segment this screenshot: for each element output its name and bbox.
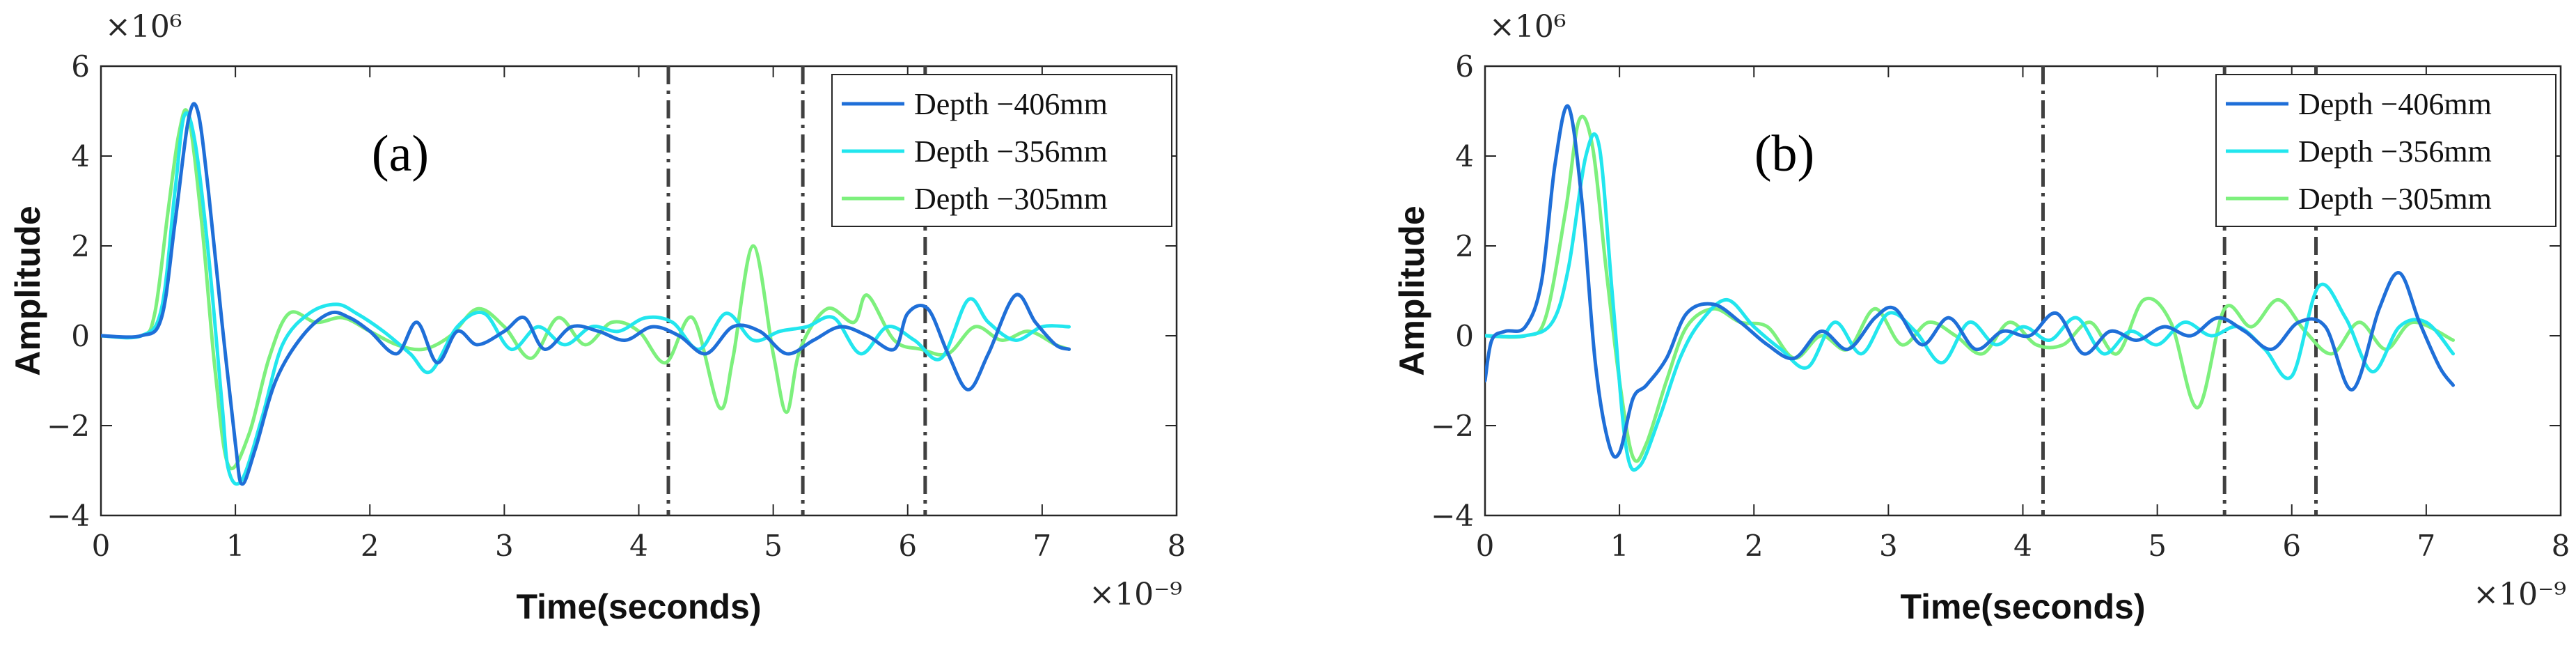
series-line: [101, 111, 1071, 486]
series-line: [101, 102, 1071, 486]
x-tick-label: 7: [1033, 529, 1052, 563]
x-tick-label: 0: [92, 529, 111, 563]
y-tick-label: 4: [71, 139, 90, 173]
x-tick-label: 4: [2013, 529, 2032, 563]
y-axis-title: Amplitude: [8, 205, 47, 375]
series-group: [1485, 104, 2455, 472]
y-tick-label: −4: [47, 499, 90, 533]
y-tick-label: 0: [71, 319, 90, 353]
y-axis-multiplier: ×10⁶: [1489, 9, 1566, 45]
legend-entry: Depth −305mm: [914, 182, 1108, 216]
series-line: [101, 108, 1071, 470]
series-line: [1485, 104, 2455, 459]
y-tick-label: −4: [1431, 499, 1474, 533]
y-tick-label: −2: [47, 409, 90, 443]
x-tick-label: 6: [2282, 529, 2301, 563]
chart-panel-a: 0 1 2 3 4 5 6 7 8 −4 −2 0 2 4 6 ×10⁶ ×10⁻⁹ Time(seconds) A…: [8, 9, 1186, 626]
x-axis-multiplier: ×10⁻⁹: [1089, 577, 1182, 612]
x-tick-label: 7: [2417, 529, 2436, 563]
x-tick-label: 3: [1879, 529, 1898, 563]
x-tick-label: 8: [2552, 529, 2570, 563]
y-tick-label: 2: [71, 229, 90, 263]
x-tick-label: 5: [2148, 529, 2167, 563]
x-tick-label: 2: [361, 529, 379, 563]
y-tick-label: 0: [1455, 319, 1474, 353]
x-tick-label: 1: [1610, 529, 1629, 563]
x-axis-multiplier: ×10⁻⁹: [2473, 577, 2566, 612]
y-axis-multiplier: ×10⁶: [105, 9, 182, 45]
x-tick-label: 5: [764, 529, 783, 563]
x-tick-label: 3: [495, 529, 514, 563]
legend-entry: Depth −406mm: [2298, 87, 2492, 121]
x-tick-label: 8: [1168, 529, 1186, 563]
legend-entry: Depth −305mm: [2298, 182, 2492, 216]
x-axis-title: Time(seconds): [1901, 587, 2146, 626]
legend-entry: Depth −356mm: [914, 134, 1108, 169]
panel-label: (b): [1754, 125, 1814, 183]
chart-panel-b: 0 1 2 3 4 5 6 7 8 −4 −2 0 2 4 6 ×10⁶ ×10⁻⁹ Time(seconds) A…: [1392, 9, 2570, 626]
y-tick-label: 6: [71, 49, 90, 84]
y-tick-label: 6: [1455, 49, 1474, 84]
y-tick-label: −2: [1431, 409, 1474, 443]
y-axis-title: Amplitude: [1392, 205, 1431, 375]
x-tick-label: 0: [1476, 529, 1495, 563]
series-group: [101, 102, 1071, 486]
series-line: [1485, 114, 2455, 463]
x-axis-title: Time(seconds): [517, 587, 762, 626]
legend-entry: Depth −356mm: [2298, 134, 2492, 169]
x-tick-label: 4: [629, 529, 648, 563]
series-line: [1485, 132, 2455, 472]
x-tick-label: 2: [1745, 529, 1764, 563]
x-tick-label: 6: [898, 529, 917, 563]
panel-label: (a): [372, 125, 429, 183]
x-tick-label: 1: [226, 529, 245, 563]
y-tick-label: 4: [1455, 139, 1474, 173]
y-tick-label: 2: [1455, 229, 1474, 263]
legend-entry: Depth −406mm: [914, 87, 1108, 121]
